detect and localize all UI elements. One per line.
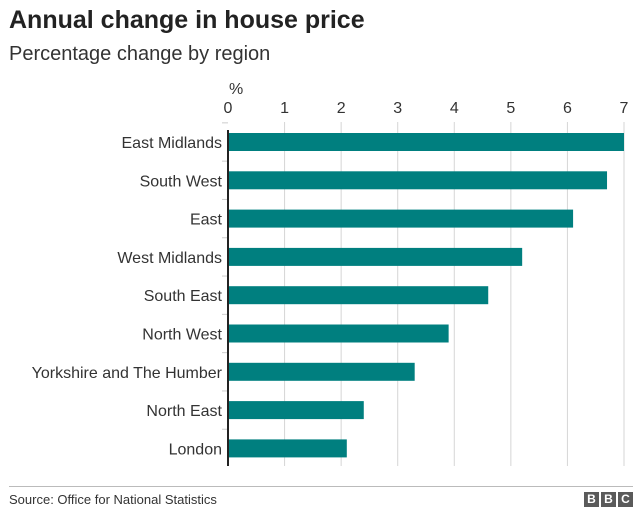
x-tick-label: 7 xyxy=(620,100,629,117)
bar xyxy=(228,209,574,228)
bar xyxy=(228,133,624,151)
bar-chart: 0 1 2 3 4 5 6 7% East Midlands South West East West… xyxy=(32,81,629,466)
category-label: South West xyxy=(140,173,223,190)
category-label: North West xyxy=(142,327,222,344)
bar xyxy=(228,362,415,381)
bar xyxy=(228,324,449,343)
chart-subtitle: Percentage change by region xyxy=(9,43,271,65)
bar xyxy=(228,401,364,420)
x-tick-label: 0 xyxy=(224,100,233,117)
bar xyxy=(228,171,608,190)
category-label: East Midlands xyxy=(122,135,223,152)
x-tick-label: 2 xyxy=(337,100,346,117)
chart-title: Annual change in house price xyxy=(9,6,365,34)
bar xyxy=(228,439,347,458)
category-label: East xyxy=(190,212,223,229)
bbc-logo-letter: B xyxy=(601,492,616,507)
category-label: Yorkshire and The Humber xyxy=(32,365,223,382)
x-axis-unit: % xyxy=(229,81,243,98)
x-tick-label: 4 xyxy=(450,100,459,117)
category-label: North East xyxy=(146,403,222,420)
bar xyxy=(228,247,523,266)
category-label: London xyxy=(169,441,222,458)
source-note: Source: Office for National Statistics xyxy=(9,492,217,507)
x-tick-label: 5 xyxy=(506,100,515,117)
bbc-logo: B B C xyxy=(584,492,633,507)
x-tick-label: 1 xyxy=(280,100,289,117)
footer-divider xyxy=(9,486,633,487)
x-tick-label: 6 xyxy=(563,100,572,117)
x-tick-label: 3 xyxy=(393,100,402,117)
category-label: South East xyxy=(144,288,223,305)
category-label: West Midlands xyxy=(117,250,222,267)
bar xyxy=(228,286,489,305)
bbc-logo-letter: B xyxy=(584,492,599,507)
bbc-logo-letter: C xyxy=(618,492,633,507)
